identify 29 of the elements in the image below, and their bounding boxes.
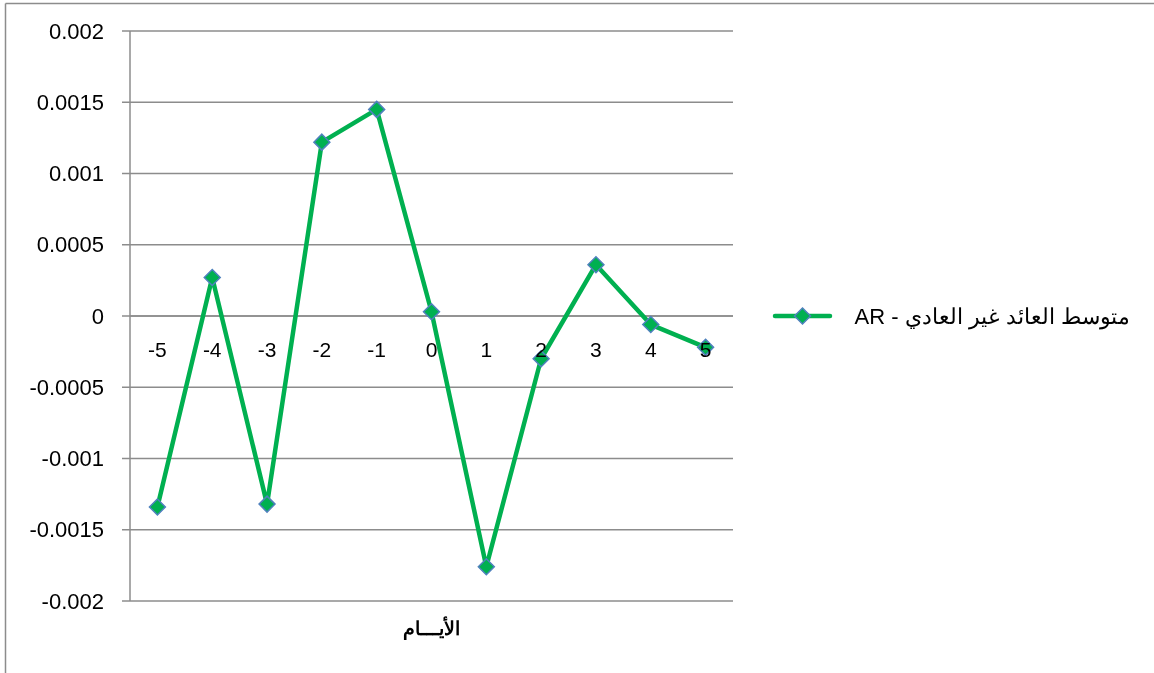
x-tick-label: 4 [644, 337, 657, 361]
y-tick-label: -0.0015 [29, 517, 104, 543]
y-tick-label: 0 [91, 303, 104, 329]
point [203, 268, 221, 287]
x-tick-label: -1 [367, 337, 387, 361]
y-tick-label: -0.0005 [29, 374, 104, 400]
x-tick-label: -3 [257, 337, 277, 361]
point [587, 255, 605, 274]
point [642, 315, 660, 334]
x-tick-label: 3 [590, 337, 602, 361]
x-tick-label: -5 [148, 337, 167, 361]
point [313, 133, 331, 151]
point [258, 495, 276, 513]
x-tick-label: 0 [425, 337, 438, 361]
x-axis-title: الأيـــام [403, 615, 460, 640]
point [367, 100, 386, 119]
y-tick-label: -0.001 [41, 446, 104, 471]
y-tick-label: -0.002 [41, 588, 104, 614]
x-tick-label: -4 [202, 337, 222, 361]
point [477, 558, 496, 576]
y-tick-label: 0.0015 [36, 89, 104, 115]
x-tick-label: -2 [312, 337, 332, 361]
y-tick-label: 0.002 [48, 18, 104, 44]
x-tick-label: 1 [480, 337, 493, 361]
legend-label: متوسط العائد غير العادي - AR [854, 303, 1130, 330]
y-tick-label: 0.001 [48, 161, 104, 186]
point [422, 303, 441, 321]
point [148, 498, 167, 516]
y-tick-label: 0.0005 [36, 232, 104, 258]
